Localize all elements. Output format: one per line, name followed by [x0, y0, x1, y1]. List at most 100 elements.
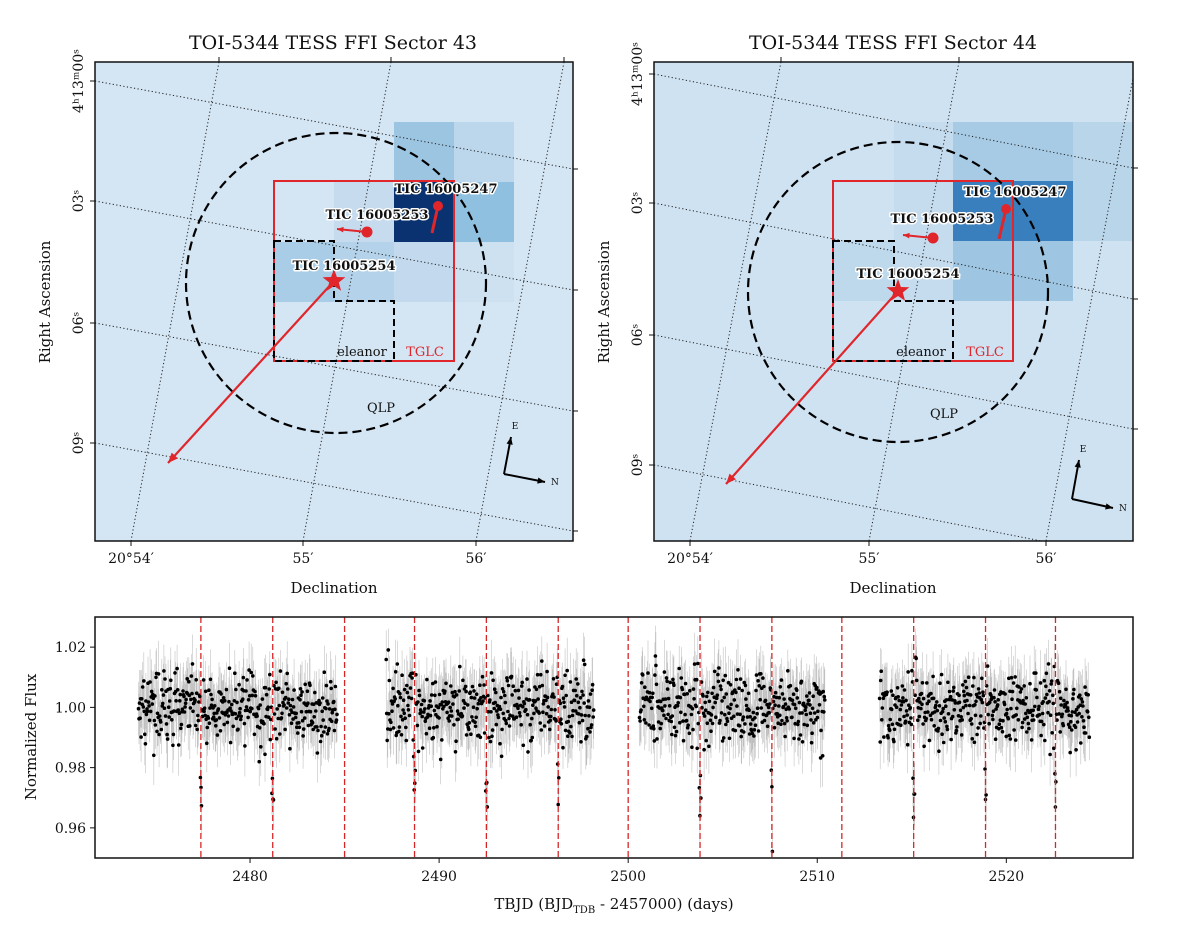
data-point	[401, 698, 406, 702]
data-point	[170, 718, 174, 722]
data-point	[526, 750, 530, 754]
data-point	[548, 727, 552, 732]
data-point	[997, 722, 1002, 726]
tic16005253-label: TIC 16005253	[891, 212, 994, 227]
data-point	[431, 735, 436, 740]
data-point	[169, 678, 173, 683]
data-point	[224, 687, 229, 692]
data-point	[899, 703, 904, 707]
data-point	[588, 730, 592, 734]
data-point	[456, 717, 461, 722]
data-point	[439, 703, 444, 707]
data-point	[176, 743, 181, 747]
data-point	[1080, 700, 1085, 704]
data-point	[1038, 681, 1043, 685]
data-point	[1066, 722, 1071, 727]
data-point	[993, 737, 998, 741]
data-point	[275, 707, 280, 711]
data-point	[299, 709, 304, 714]
data-point	[205, 741, 209, 746]
data-point	[662, 670, 667, 674]
data-point	[886, 735, 890, 740]
data-point	[180, 707, 185, 711]
data-point	[140, 685, 145, 689]
data-point	[722, 695, 726, 700]
data-point	[1071, 697, 1075, 701]
compass-east-arrow-head	[1074, 460, 1081, 468]
data-point	[703, 700, 707, 705]
data-point	[199, 785, 203, 790]
data-point	[1051, 701, 1056, 706]
data-point	[1057, 712, 1061, 716]
data-point	[190, 662, 195, 666]
data-point	[790, 698, 795, 703]
data-point	[1065, 706, 1070, 710]
data-point	[735, 712, 740, 716]
data-point	[1043, 696, 1048, 700]
data-point	[245, 678, 249, 682]
data-point	[665, 687, 670, 691]
data-point	[440, 738, 444, 742]
data-point	[993, 700, 997, 704]
data-point	[1083, 685, 1087, 689]
data-point	[252, 732, 257, 737]
data-point	[805, 694, 809, 698]
data-point	[236, 727, 240, 732]
data-point	[1049, 679, 1054, 683]
data-point	[924, 716, 928, 721]
data-point	[1052, 746, 1056, 751]
data-point	[1048, 713, 1053, 717]
data-point	[700, 705, 704, 710]
data-point	[788, 683, 793, 688]
data-point	[791, 692, 796, 696]
data-point	[163, 714, 168, 718]
data-point	[919, 691, 924, 696]
data-point	[815, 685, 819, 690]
data-point	[1016, 718, 1021, 722]
data-point	[957, 700, 962, 705]
data-point	[882, 735, 886, 739]
data-point	[945, 724, 949, 729]
data-point	[447, 719, 452, 723]
x-axis-label-part: - 2457000) (days)	[595, 895, 733, 913]
data-point	[782, 697, 786, 701]
data-point	[202, 706, 207, 710]
x-tick-label: 2510	[799, 869, 835, 885]
tic16005254-label: TIC 16005254	[857, 267, 960, 282]
data-point	[728, 706, 732, 711]
data-point	[308, 683, 312, 688]
data-point	[945, 727, 950, 732]
data-point	[195, 727, 199, 732]
data-point	[647, 690, 652, 695]
data-point	[175, 666, 179, 671]
data-point	[267, 687, 272, 691]
data-point	[1073, 710, 1077, 714]
data-point	[516, 706, 520, 710]
data-point	[887, 728, 892, 733]
tic16005253-motion-arrow-head	[903, 232, 910, 239]
data-point	[717, 666, 721, 670]
data-point	[187, 693, 192, 698]
data-point	[517, 711, 522, 715]
data-point	[208, 677, 213, 682]
data-point	[237, 710, 242, 715]
data-point	[639, 708, 643, 712]
data-point	[473, 720, 477, 724]
data-point	[932, 724, 936, 728]
data-point	[877, 696, 882, 701]
data-point	[395, 662, 400, 666]
data-point	[1014, 713, 1018, 717]
data-point	[741, 717, 745, 722]
data-point	[718, 684, 723, 688]
data-point	[898, 707, 903, 712]
data-point	[1033, 704, 1037, 709]
data-point	[588, 692, 593, 696]
data-points	[136, 648, 1092, 854]
data-point	[219, 692, 223, 696]
data-point	[985, 664, 990, 668]
data-point	[335, 712, 339, 717]
compass-north-arrow-head	[537, 477, 545, 484]
pixel-cell	[953, 122, 1073, 181]
data-point	[329, 686, 334, 691]
data-point	[500, 687, 505, 691]
